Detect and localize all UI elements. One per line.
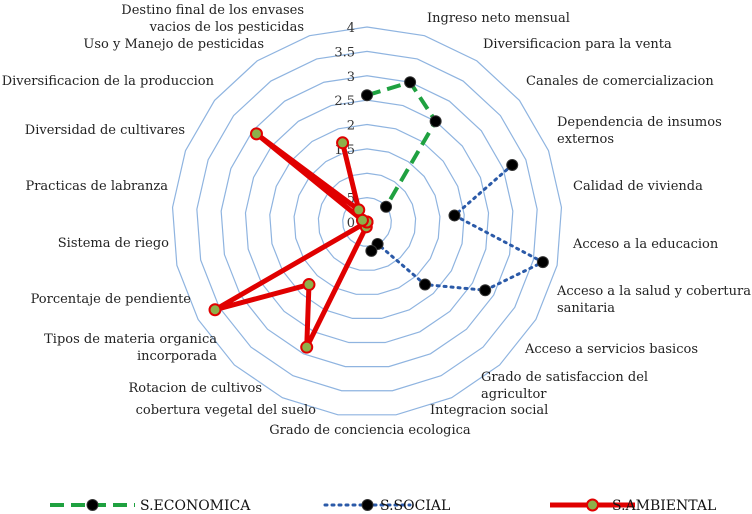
- grid-ring: [293, 148, 441, 295]
- legend-marker: [361, 499, 374, 511]
- axis-label: vacios de los pesticidas: [149, 20, 304, 35]
- axis-label: Diversificacion para la venta: [483, 37, 672, 52]
- legend-marker: [86, 499, 99, 511]
- axis-label: Grado de conciencia ecologica: [269, 423, 471, 438]
- axis-labels: Ingreso neto mensual Diversificacion para…: [2, 3, 752, 438]
- data-point: [536, 256, 549, 269]
- data-point: [336, 136, 350, 150]
- series-sambiental: [208, 127, 374, 354]
- data-point: [365, 244, 378, 257]
- data-point: [404, 76, 417, 89]
- grid-ring: [196, 50, 538, 392]
- data-point: [429, 115, 442, 128]
- series-line: [212, 131, 370, 350]
- data-point: [300, 340, 314, 354]
- axis-label: cobertura vegetal del suelo: [136, 403, 317, 418]
- grid-ring: [220, 75, 514, 368]
- tick-label: 3: [347, 70, 355, 85]
- axis-label: Diversidad de cultivares: [25, 123, 185, 138]
- axis-label: agricultor: [481, 387, 547, 402]
- data-point: [208, 303, 222, 317]
- legend-marker: [586, 498, 599, 512]
- axis-label: Rotacion de cultivos: [128, 381, 262, 396]
- data-point: [479, 284, 492, 297]
- axis-label: Uso y Manejo de pesticidas: [83, 37, 264, 52]
- grid-ring: [269, 123, 465, 320]
- legend-item: S.ECONOMICA: [50, 498, 251, 514]
- axis-label: Diversificacion de la produccion: [2, 74, 215, 89]
- axis-label: Grado de satisfaccion del: [481, 370, 648, 385]
- axis-label: externos: [557, 132, 614, 147]
- axis-label: Sistema de riego: [58, 236, 169, 251]
- axis-label: Destino final de los envases: [121, 3, 304, 18]
- axis-label: Integracion social: [430, 403, 548, 418]
- series-seconomica: [361, 76, 442, 213]
- axis-label: Dependencia de insumos: [557, 115, 722, 130]
- axis-label: Practicas de labranza: [25, 179, 168, 194]
- data-point: [506, 159, 519, 172]
- axis-label: Ingreso neto mensual: [427, 11, 570, 26]
- axis-label: Acceso a servicios basicos: [524, 342, 698, 357]
- series-line: [366, 80, 438, 208]
- tick-label: 2.5: [334, 94, 355, 109]
- data-point: [302, 278, 316, 292]
- axis-label: Tipos de materia organica: [44, 332, 217, 347]
- legend-label: S.ECONOMICA: [140, 498, 251, 514]
- legend: S.ECONOMICA S.SOCIAL S.AMBIENTAL: [50, 498, 716, 514]
- legend-item: S.SOCIAL: [323, 498, 450, 514]
- tick-label: 0: [347, 216, 355, 231]
- axis-label: Acceso a la salud y cobertura: [556, 284, 751, 299]
- data-point: [249, 127, 263, 141]
- axis-label: sanitaria: [557, 301, 615, 316]
- tick-label: 3.5: [334, 45, 355, 60]
- axis-label: incorporada: [137, 349, 217, 364]
- axis-label: Acceso a la educacion: [572, 237, 719, 252]
- axis-label: Porcentaje de pendiente: [31, 292, 192, 307]
- data-point: [448, 209, 461, 222]
- grid-ring: [171, 26, 563, 416]
- tick-label: 4: [347, 21, 355, 36]
- data-point: [352, 203, 366, 217]
- radar-grid: [171, 26, 563, 416]
- axis-label: Calidad de vivienda: [573, 179, 703, 194]
- axis-label: Canales de comercializacion: [526, 74, 714, 89]
- data-point: [361, 89, 373, 102]
- data-point: [380, 200, 393, 213]
- data-point: [419, 278, 432, 291]
- legend-label: S.SOCIAL: [380, 498, 450, 514]
- grid-ring: [244, 99, 490, 344]
- series-ssocial: [365, 159, 549, 297]
- legend-item: S.AMBIENTAL: [550, 498, 716, 514]
- legend-label: S.AMBIENTAL: [612, 498, 716, 514]
- grid-ring: [317, 172, 417, 271]
- tick-label: 2: [347, 119, 355, 134]
